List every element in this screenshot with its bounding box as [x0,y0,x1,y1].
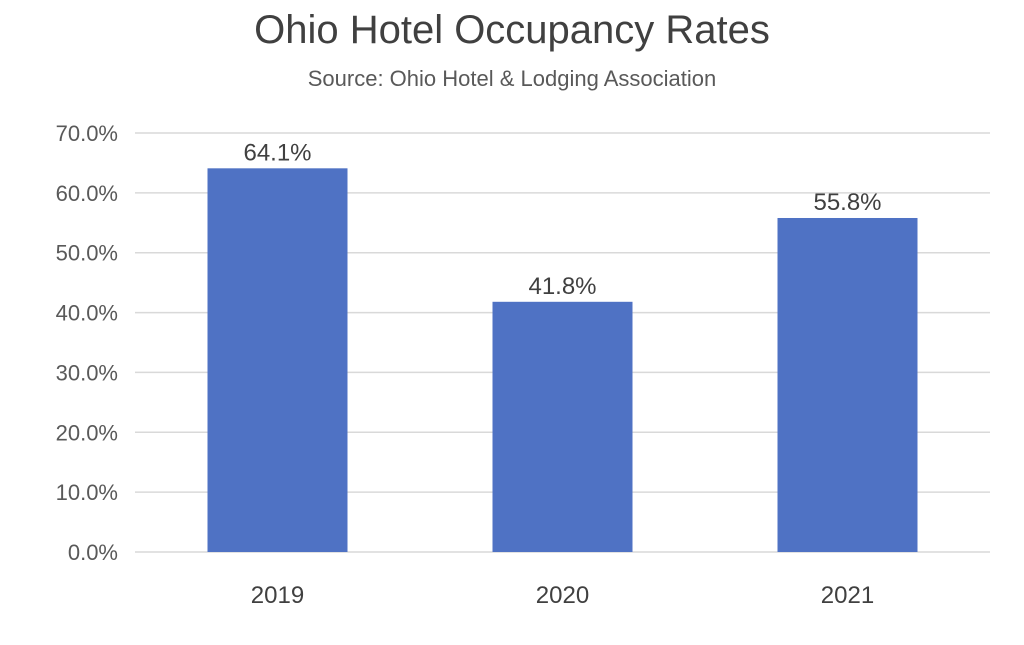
chart-title: Ohio Hotel Occupancy Rates [254,8,770,52]
y-tick-label: 50.0% [56,241,118,266]
y-tick-label: 10.0% [56,480,118,505]
data-label: 41.8% [528,273,596,300]
bar [492,301,633,552]
y-tick-label: 60.0% [56,181,118,206]
bar [207,168,348,552]
x-tick-label: 2020 [536,582,589,609]
y-tick-label: 0.0% [68,540,118,565]
x-tick-label: 2021 [821,582,874,609]
bar [777,217,918,553]
y-tick-label: 70.0% [56,121,118,146]
y-tick-label: 30.0% [56,360,118,385]
y-tick-label: 40.0% [56,301,118,326]
chart-subtitle: Source: Ohio Hotel & Lodging Association [307,66,717,91]
data-label: 55.8% [813,189,881,216]
data-label: 64.1% [243,139,311,166]
y-tick-label: 20.0% [56,420,118,445]
x-tick-label: 2019 [251,582,304,609]
